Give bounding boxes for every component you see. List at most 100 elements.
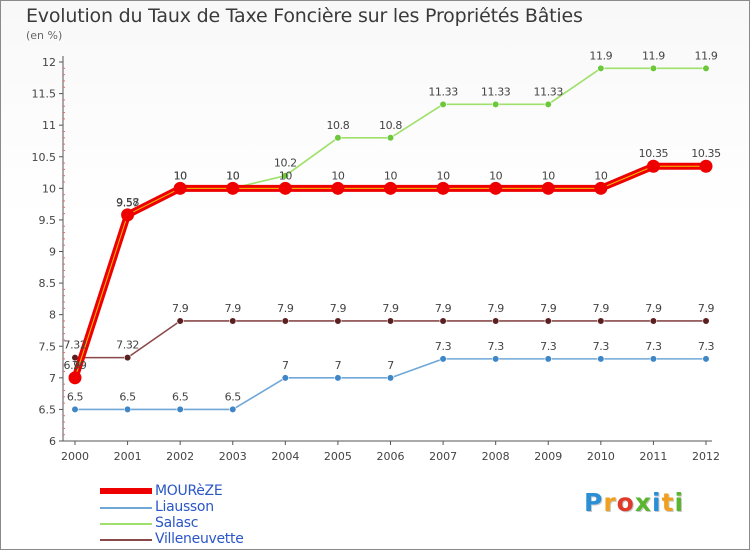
y-tick-label: 9 — [49, 246, 56, 259]
legend-label-salasc: Salasc — [155, 515, 199, 531]
data-point-villeneuvette — [386, 317, 395, 325]
legend-swatch-salasc — [100, 523, 152, 525]
data-label-salasc: 10 — [226, 169, 240, 182]
data-label-mour-ze: 10 — [279, 169, 293, 182]
data-point-villeneuvette — [649, 317, 658, 325]
data-point-villeneuvette — [281, 317, 289, 325]
data-point-mour-ze — [278, 181, 292, 195]
data-label-liausson: 6.5 — [225, 390, 242, 403]
data-point-mour-ze — [331, 181, 345, 195]
data-point-liausson — [334, 374, 342, 382]
data-label-liausson: 6.5 — [172, 390, 189, 403]
data-label-salasc: 10.2 — [274, 157, 297, 170]
y-tick-label: 6.5 — [39, 403, 57, 416]
data-point-liausson — [544, 355, 552, 363]
logo-letter: t — [661, 488, 675, 517]
x-tick-label: 2012 — [692, 450, 720, 463]
data-point-mour-ze — [699, 159, 713, 173]
legend-swatch-mour-ze — [100, 488, 152, 494]
data-label-liausson: 7.3 — [698, 340, 715, 353]
data-label-villeneuvette: 7.9 — [277, 302, 294, 315]
data-point-liausson — [281, 374, 289, 382]
series-line-salasc — [74, 67, 706, 379]
data-point-salasc — [386, 134, 395, 142]
data-label-villeneuvette: 7.9 — [382, 302, 399, 315]
y-tick-label: 10.5 — [32, 151, 57, 164]
logo-letter: o — [616, 488, 635, 517]
proxiti-logo: Proxiti — [584, 488, 684, 517]
data-point-villeneuvette — [597, 317, 605, 325]
data-label-liausson: 6.5 — [119, 390, 136, 403]
x-tick-label: 2004 — [271, 450, 299, 463]
data-label-salasc: 11.9 — [642, 49, 665, 62]
y-tick-label: 8 — [49, 309, 56, 322]
y-tick-label: 11 — [42, 119, 56, 132]
data-point-villeneuvette — [229, 317, 237, 325]
y-tick-label: 11.5 — [32, 88, 57, 101]
data-point-mour-ze — [226, 181, 240, 195]
chart-title: Evolution du Taux de Taxe Foncière sur l… — [26, 5, 583, 27]
data-label-villeneuvette: 7.32 — [64, 339, 87, 352]
data-label-salasc: 7 — [72, 359, 79, 372]
data-label-salasc: 11.33 — [428, 85, 458, 98]
y-tick-label: 8.5 — [39, 277, 57, 290]
data-label-mour-ze: 10 — [489, 169, 503, 182]
data-point-mour-ze — [68, 371, 82, 385]
x-tick-label: 2007 — [429, 450, 457, 463]
data-label-villeneuvette: 7.9 — [225, 302, 242, 315]
data-label-mour-ze: 10 — [226, 169, 240, 182]
data-point-liausson — [597, 355, 605, 363]
data-point-villeneuvette — [544, 317, 552, 325]
data-label-salasc: 10 — [174, 169, 188, 182]
data-label-villeneuvette: 7.9 — [593, 302, 610, 315]
logo-letter: i — [674, 488, 685, 517]
data-label-mour-ze: 10 — [542, 169, 556, 182]
data-label-liausson: 7.3 — [540, 340, 557, 353]
data-point-liausson — [176, 405, 184, 414]
data-point-salasc — [597, 64, 605, 72]
y-tick-label: 7 — [49, 372, 56, 385]
data-label-mour-ze: 6.99 — [64, 359, 87, 372]
data-label-mour-ze: 10 — [384, 169, 398, 182]
data-label-mour-ze: 10.35 — [639, 147, 669, 160]
logo-letter: i — [652, 488, 662, 517]
data-point-villeneuvette — [334, 317, 342, 325]
data-point-salasc — [281, 172, 289, 180]
data-label-villeneuvette: 7.9 — [540, 302, 557, 315]
data-label-salasc: 11.9 — [695, 49, 718, 62]
legend-label-liausson: Liausson — [155, 499, 214, 515]
y-tick-label: 12 — [42, 56, 56, 69]
data-label-liausson: 6.5 — [67, 390, 84, 403]
data-point-liausson — [492, 355, 500, 363]
data-point-mour-ze — [489, 181, 503, 195]
data-point-liausson — [649, 355, 658, 363]
data-label-liausson: 7.3 — [435, 340, 452, 353]
data-point-liausson — [123, 405, 132, 414]
data-point-mour-ze — [173, 181, 187, 195]
data-label-liausson: 7.3 — [488, 340, 505, 353]
x-tick-label: 2009 — [534, 450, 562, 463]
x-tick-label: 2001 — [114, 450, 142, 463]
data-point-salasc — [334, 134, 342, 142]
data-label-villeneuvette: 7.9 — [488, 302, 505, 315]
logo-letter: x — [634, 488, 652, 517]
data-point-villeneuvette — [439, 317, 447, 325]
data-label-liausson: 7 — [335, 359, 342, 372]
data-point-mour-ze — [121, 208, 135, 222]
data-point-mour-ze — [436, 181, 450, 195]
data-point-liausson — [702, 355, 710, 363]
data-label-mour-ze: 10 — [594, 169, 608, 182]
data-label-liausson: 7.3 — [645, 340, 662, 353]
x-tick-label: 2008 — [482, 450, 510, 463]
chart-subtitle: (en %) — [26, 29, 63, 42]
data-label-villeneuvette: 7.9 — [435, 302, 452, 315]
x-tick-label: 2010 — [587, 450, 615, 463]
x-tick-label: 2006 — [377, 450, 405, 463]
data-point-salasc — [544, 100, 552, 108]
data-label-villeneuvette: 7.9 — [172, 302, 189, 315]
y-tick-label: 9.5 — [39, 214, 57, 227]
data-point-liausson — [386, 374, 395, 382]
x-tick-label: 2000 — [61, 450, 89, 463]
